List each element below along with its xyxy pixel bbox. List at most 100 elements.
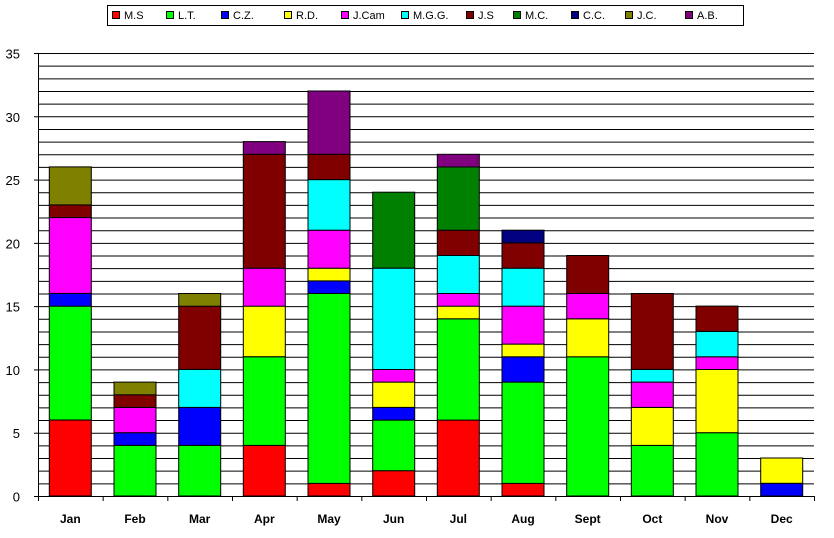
bar-segment-aug-0: [501, 482, 545, 497]
x-category-label: Jul: [450, 512, 467, 526]
bar-segment-feb-2: [113, 432, 157, 446]
bars: [48, 90, 804, 497]
y-tick-label: 35: [6, 47, 20, 62]
x-category-label: Dec: [771, 512, 793, 526]
bar-segment-aug-6: [501, 242, 545, 269]
legend-label: M.S: [124, 10, 144, 22]
bar-segment-feb-6: [113, 394, 157, 408]
gridlines: [38, 53, 814, 485]
legend-box: [107, 5, 744, 26]
bar-segment-apr-4: [242, 267, 286, 307]
bar-segment-nov-1: [695, 432, 739, 497]
bar-segment-aug-1: [501, 381, 545, 484]
bar-segment-oct-1: [630, 444, 674, 497]
legend-swatch: [466, 11, 474, 19]
x-category-label: Nov: [706, 512, 729, 526]
bar-segment-jun-0: [372, 470, 416, 497]
x-category-label: Oct: [642, 512, 662, 526]
bar-segment-dec-2: [760, 482, 804, 497]
bar-segment-may-10: [307, 90, 351, 155]
bar-segment-jul-1: [436, 318, 480, 421]
legend-label: L.T.: [178, 10, 196, 22]
bar-segment-may-2: [307, 280, 351, 294]
bar-segment-jul-5: [436, 255, 480, 294]
legend-label: M.C.: [525, 10, 548, 22]
x-category-label: Sept: [575, 512, 601, 526]
bar-segment-aug-5: [501, 267, 545, 307]
bar-segment-may-5: [307, 179, 351, 231]
y-tick-label: 10: [6, 363, 20, 378]
legend-swatch: [625, 11, 633, 19]
bar-segment-mar-9: [178, 293, 222, 307]
legend-swatch: [284, 11, 292, 19]
bar-segment-mar-5: [178, 368, 222, 408]
bar-segment-mar-1: [178, 444, 222, 497]
legend-swatch: [112, 11, 120, 19]
x-category-label: Mar: [189, 512, 211, 526]
bar-segment-jun-3: [372, 381, 416, 408]
bar-segment-jun-5: [372, 267, 416, 371]
legend-label: J.C.: [637, 10, 657, 22]
legend-label: A.B.: [697, 10, 718, 22]
x-category-label: May: [317, 512, 341, 526]
legend-swatch: [221, 11, 229, 19]
legend-swatch: [401, 11, 409, 19]
bar-segment-sept-4: [566, 293, 610, 320]
bar-segment-apr-0: [242, 444, 286, 497]
y-tick-label: 25: [6, 173, 20, 188]
y-tick-label: 5: [13, 426, 20, 441]
bar-segment-jan-0: [48, 419, 92, 497]
x-category-label: Apr: [254, 512, 275, 526]
bar-segment-apr-1: [242, 356, 286, 446]
bar-segment-jul-3: [436, 305, 480, 320]
bar-segment-feb-9: [113, 381, 157, 396]
bar-segment-nov-6: [695, 305, 739, 332]
bar-segment-apr-6: [242, 153, 286, 269]
bar-segment-apr-3: [242, 305, 286, 358]
bar-segment-sept-3: [566, 318, 610, 358]
bar-segment-nov-4: [695, 356, 739, 370]
bar-segment-aug-4: [501, 305, 545, 345]
bar-segment-jan-2: [48, 293, 92, 307]
bar-segment-jul-4: [436, 293, 480, 307]
bar-segment-mar-6: [178, 305, 222, 370]
bar-segment-jun-7: [372, 191, 416, 269]
bar-segment-may-1: [307, 293, 351, 484]
bar-segment-jul-10: [436, 153, 480, 168]
legend-swatch: [166, 11, 174, 19]
bar-segment-jun-1: [372, 419, 416, 472]
y-tick-label: 30: [6, 110, 20, 125]
bar-segment-jun-4: [372, 368, 416, 383]
bar-segment-sept-1: [566, 356, 610, 497]
bar-segment-may-4: [307, 229, 351, 269]
axes: 0 5 10 15 20 25 30 35 Jan Feb Mar Apr May Jun Jul Aug Se…: [6, 47, 815, 526]
legend-swatch: [685, 11, 693, 19]
bar-segment-jan-9: [48, 166, 92, 206]
x-category-label: Jun: [383, 512, 404, 526]
bar-segment-dec-3: [760, 457, 804, 484]
bar-segment-oct-4: [630, 381, 674, 408]
x-category-label: Jan: [60, 512, 81, 526]
bar-segment-jul-7: [436, 166, 480, 231]
bar-segment-jan-6: [48, 204, 92, 219]
bar-segment-jan-4: [48, 217, 92, 294]
legend-swatch: [341, 11, 349, 19]
bar-segment-sept-6: [566, 255, 610, 294]
bar-segment-jun-2: [372, 406, 416, 421]
legend-label: R.D.: [296, 10, 318, 22]
bar-segment-nov-3: [695, 368, 739, 434]
x-category-label: Aug: [511, 512, 534, 526]
legend-swatch: [571, 11, 579, 19]
x-category-label: Feb: [124, 512, 145, 526]
bar-segment-aug-3: [501, 343, 545, 358]
legend: M.S L.T. C.Z. R.D. J.Cam M.G.G. J.S M.C. C.C. J.C…: [107, 5, 744, 26]
bar-segment-oct-3: [630, 406, 674, 446]
legend-label: J.S: [478, 10, 494, 22]
y-tick-label: 0: [13, 490, 20, 505]
bar-segment-feb-1: [113, 444, 157, 497]
bar-segment-feb-4: [113, 406, 157, 434]
bar-segment-aug-2: [501, 356, 545, 383]
bar-segment-mar-2: [178, 406, 222, 446]
